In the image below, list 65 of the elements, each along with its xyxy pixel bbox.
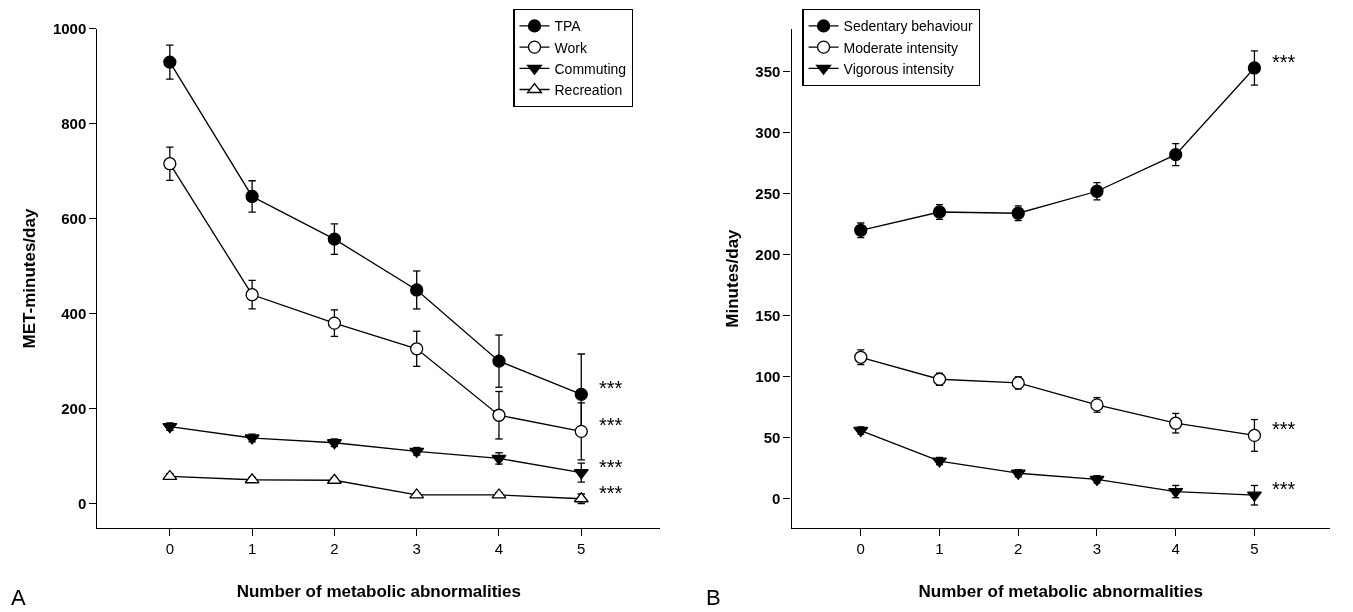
text: A xyxy=(11,585,26,610)
y-tick-label: 300 xyxy=(755,123,781,141)
annotation: *** xyxy=(599,377,623,399)
point xyxy=(162,469,178,481)
x-tick-label: 3 xyxy=(412,540,421,558)
x-axis-title: Number of metabolic abnormalities xyxy=(236,581,522,601)
x-tick-label: 2 xyxy=(1014,540,1023,558)
y-tick-label: 150 xyxy=(755,307,781,325)
annotation: *** xyxy=(1272,478,1296,500)
point xyxy=(574,387,588,401)
annotation: *** xyxy=(599,482,623,504)
point xyxy=(492,408,506,422)
y-tick-label: 1000 xyxy=(52,20,87,38)
legend-label: Work xyxy=(554,39,588,56)
x-tick-label: 5 xyxy=(1250,540,1259,558)
point xyxy=(163,157,177,171)
y-axis-title: Minutes/day xyxy=(722,228,742,328)
legend-label: Vigorous intensity xyxy=(843,60,954,77)
legend-label: Recreation xyxy=(554,81,623,98)
legend-label: Sedentary behaviour xyxy=(843,18,974,35)
x-tick-label: 4 xyxy=(1171,540,1180,558)
point xyxy=(410,342,424,356)
point xyxy=(1247,61,1262,75)
x-tick-label: 0 xyxy=(856,540,865,558)
text: B xyxy=(706,585,721,610)
annotation: *** xyxy=(1272,51,1296,73)
x-tick-label: 2 xyxy=(330,540,339,558)
x-tick-label: 3 xyxy=(1092,540,1102,558)
legend-label: Commuting xyxy=(554,60,627,77)
point xyxy=(327,232,342,246)
x-axis-title: Number of metabolic abnormalities xyxy=(918,581,1203,601)
x-tick-label: 1 xyxy=(247,540,257,558)
point xyxy=(245,189,259,204)
x-tick-label: 1 xyxy=(935,540,944,558)
point xyxy=(574,424,588,438)
y-tick-label: 100 xyxy=(755,368,781,386)
point xyxy=(245,288,259,302)
point xyxy=(1168,487,1184,499)
x-tick-label: 5 xyxy=(577,540,586,558)
y-tick-label: 0 xyxy=(77,494,87,512)
y-tick-label: 800 xyxy=(61,115,87,133)
point xyxy=(327,316,342,330)
point xyxy=(163,55,177,69)
annotation: *** xyxy=(599,456,623,478)
annotation: *** xyxy=(599,414,623,436)
y-tick-label: 250 xyxy=(755,184,781,202)
annotation: *** xyxy=(1272,418,1296,440)
legend-label: Moderate intensity xyxy=(843,39,958,56)
point xyxy=(853,426,869,438)
y-tick-label: 50 xyxy=(763,429,781,447)
y-tick-label: 400 xyxy=(61,304,87,322)
y-tick-label: 200 xyxy=(755,245,781,263)
y-tick-label: 0 xyxy=(772,490,781,508)
point xyxy=(1169,416,1183,430)
x-tick-label: 0 xyxy=(165,540,174,558)
y-axis-title: MET-minutes/day xyxy=(20,208,40,349)
point xyxy=(492,354,506,368)
x-tick-label: 4 xyxy=(494,540,504,558)
y-tick-label: 350 xyxy=(755,62,781,80)
point xyxy=(1247,428,1262,443)
legend-label: TPA xyxy=(554,18,582,35)
point xyxy=(1169,147,1183,162)
y-tick-label: 200 xyxy=(61,399,87,417)
point xyxy=(410,283,424,297)
y-tick-label: 600 xyxy=(61,209,87,227)
